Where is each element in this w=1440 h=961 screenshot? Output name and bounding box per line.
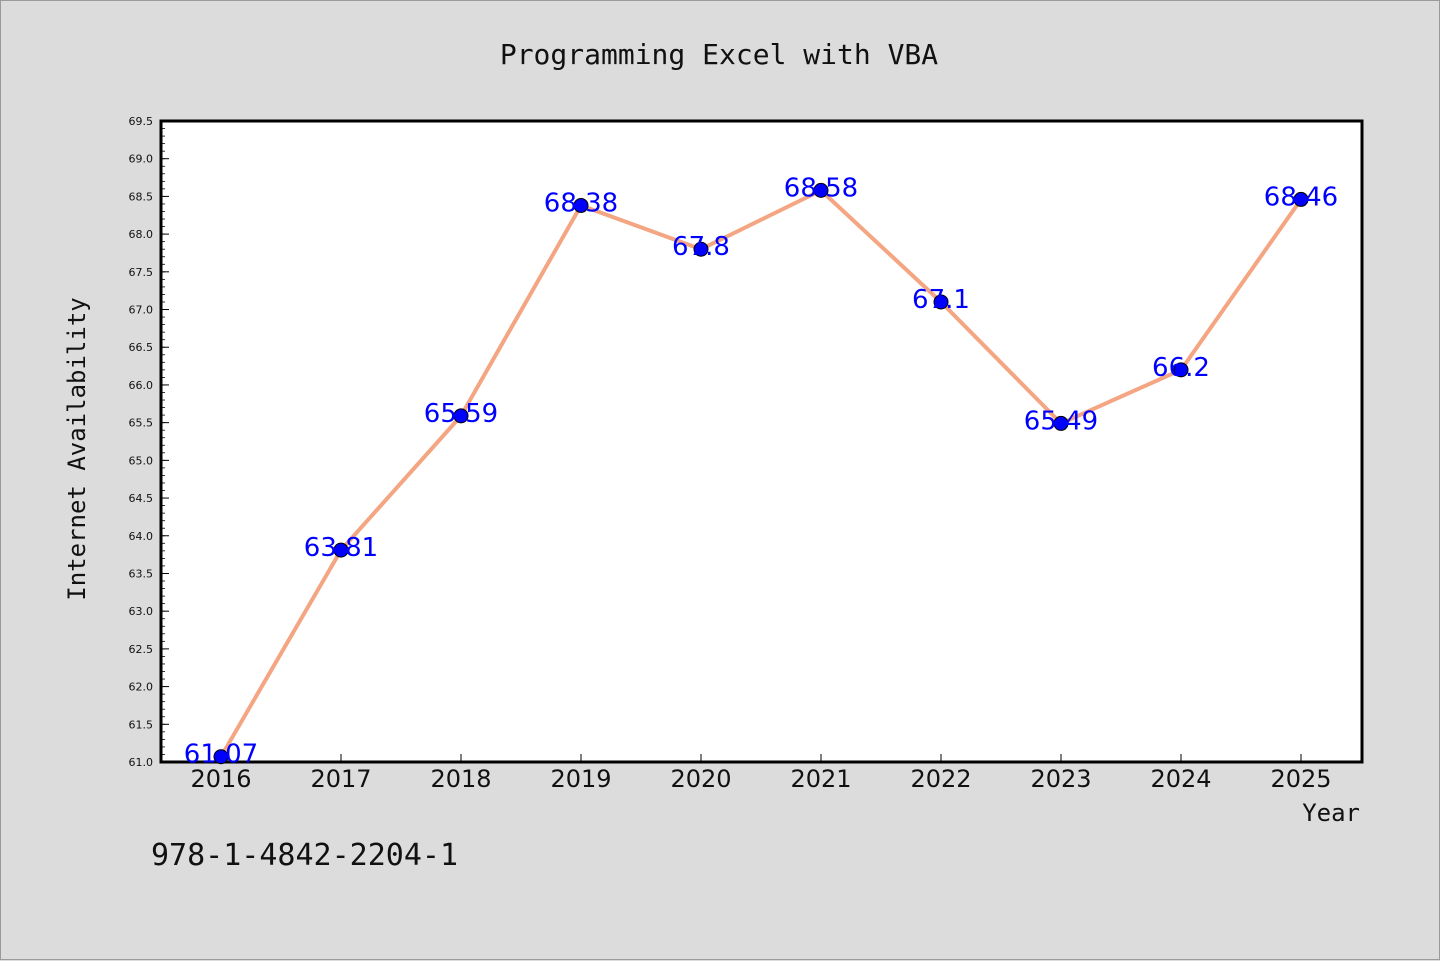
y-tick-label: 64.5 xyxy=(129,492,154,505)
data-label: 68.46 xyxy=(1264,182,1338,212)
x-tick-label: 2024 xyxy=(1150,765,1211,793)
series-internet-availability xyxy=(213,182,1309,765)
data-label: 61.07 xyxy=(184,740,258,770)
data-point xyxy=(1293,191,1309,207)
data-label: 67.8 xyxy=(672,232,730,262)
y-axis-title: Internet Availability xyxy=(63,297,91,600)
data-point xyxy=(813,182,829,198)
x-tick-label: 2019 xyxy=(550,765,611,793)
data-point xyxy=(1173,362,1189,378)
data-point xyxy=(333,542,349,558)
y-tick-label: 67.0 xyxy=(129,304,154,317)
y-tick-label: 65.5 xyxy=(129,417,154,430)
plot-area xyxy=(159,119,1364,764)
y-tick-label: 66.5 xyxy=(129,341,154,354)
y-axis: 61.0 61.5 62.0 62.5 63.0 63.5 64.0 64.5 65.0 65.5… xyxy=(129,115,169,769)
x-tick-label: 2021 xyxy=(790,765,851,793)
data-label: 65.59 xyxy=(424,399,498,429)
data-label: 66.2 xyxy=(1152,353,1210,383)
data-point xyxy=(693,241,709,257)
y-tick-label: 62.0 xyxy=(129,681,154,694)
x-tick-label: 2017 xyxy=(310,765,371,793)
data-point xyxy=(1053,415,1069,431)
x-tick-label: 2016 xyxy=(190,765,251,793)
data-label: 68.58 xyxy=(784,173,858,203)
y-tick-label: 68.0 xyxy=(129,228,154,241)
isbn-text: 978-1-4842-2204-1 xyxy=(151,838,458,873)
y-tick-label: 67.5 xyxy=(129,266,154,279)
y-tick-label: 64.0 xyxy=(129,530,154,543)
y-tick-label: 62.5 xyxy=(129,643,154,656)
data-labels: 61.07 63.81 65.59 68.38 67.8 68.58 67.1 65.49 66… xyxy=(184,173,1338,769)
series-line xyxy=(219,188,1303,758)
y-tick-label: 61.5 xyxy=(129,718,154,731)
y-tick-label: 68.5 xyxy=(129,190,154,203)
x-tick-label: 2018 xyxy=(430,765,491,793)
y-tick-label: 69.0 xyxy=(129,153,154,166)
data-label: 63.81 xyxy=(304,533,378,563)
data-point xyxy=(933,294,949,310)
x-tick-label: 2020 xyxy=(670,765,731,793)
data-label: 68.38 xyxy=(544,188,618,218)
data-label: 67.1 xyxy=(912,285,970,315)
y-tick-label: 63.5 xyxy=(129,567,154,580)
y-tick-label: 63.0 xyxy=(129,605,154,618)
y-tick-label: 61.0 xyxy=(129,756,154,769)
data-point xyxy=(573,197,589,213)
data-point xyxy=(453,408,469,424)
chart-title: Programming Excel with VBA xyxy=(500,38,938,71)
y-tick-label: 69.5 xyxy=(129,115,154,128)
y-tick-label: 65.0 xyxy=(129,454,154,467)
x-tick-label: 2025 xyxy=(1270,765,1331,793)
x-tick-label: 2023 xyxy=(1030,765,1091,793)
data-point xyxy=(213,749,229,765)
y-tick-label: 66.0 xyxy=(129,379,154,392)
x-tick-label: 2022 xyxy=(910,765,971,793)
x-axis: 2016 2017 2018 2019 2020 2021 2022 2023 2024 2025 xyxy=(190,754,1332,793)
data-label: 65.49 xyxy=(1024,406,1098,436)
x-axis-title: Year xyxy=(1302,799,1360,827)
